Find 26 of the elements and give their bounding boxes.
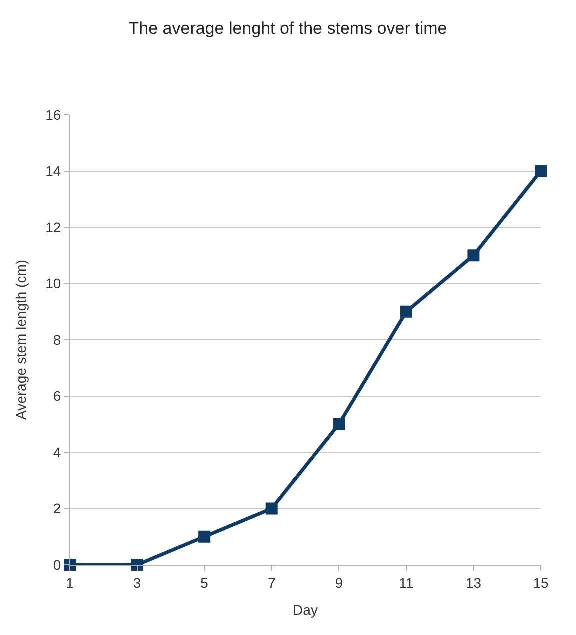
x-tick-label: 7 (268, 574, 276, 591)
point (198, 530, 211, 543)
point (468, 250, 480, 262)
x-tick-label: 15 (533, 574, 549, 591)
x-tick-label: 13 (466, 574, 482, 591)
y-tick-label: 10 (46, 276, 62, 292)
y-tick-label: 0 (53, 556, 62, 573)
y-tick-label: 8 (53, 332, 62, 348)
y-tick-label: 2 (53, 500, 62, 517)
x-tick-label: 1 (66, 574, 74, 591)
y-tick-label: 4 (53, 444, 62, 460)
point (400, 306, 412, 318)
point (333, 418, 346, 430)
point (266, 502, 278, 515)
chart-title: The average lenght of the stems over time (128, 19, 448, 38)
y-tick-label: 6 (53, 388, 62, 404)
y-tick-label: 14 (46, 163, 62, 180)
y-axis-title: Average stem length (cm) (13, 260, 30, 420)
x-tick-label: 3 (133, 574, 142, 591)
x-tick-label: 5 (200, 574, 209, 591)
y-tick-label: 16 (46, 106, 62, 123)
x-axis-title: Day (293, 602, 318, 618)
point (535, 165, 547, 178)
y-tick-label: 12 (46, 219, 62, 236)
x-tick-label: 9 (335, 574, 344, 591)
x-tick-label: 11 (399, 574, 414, 591)
